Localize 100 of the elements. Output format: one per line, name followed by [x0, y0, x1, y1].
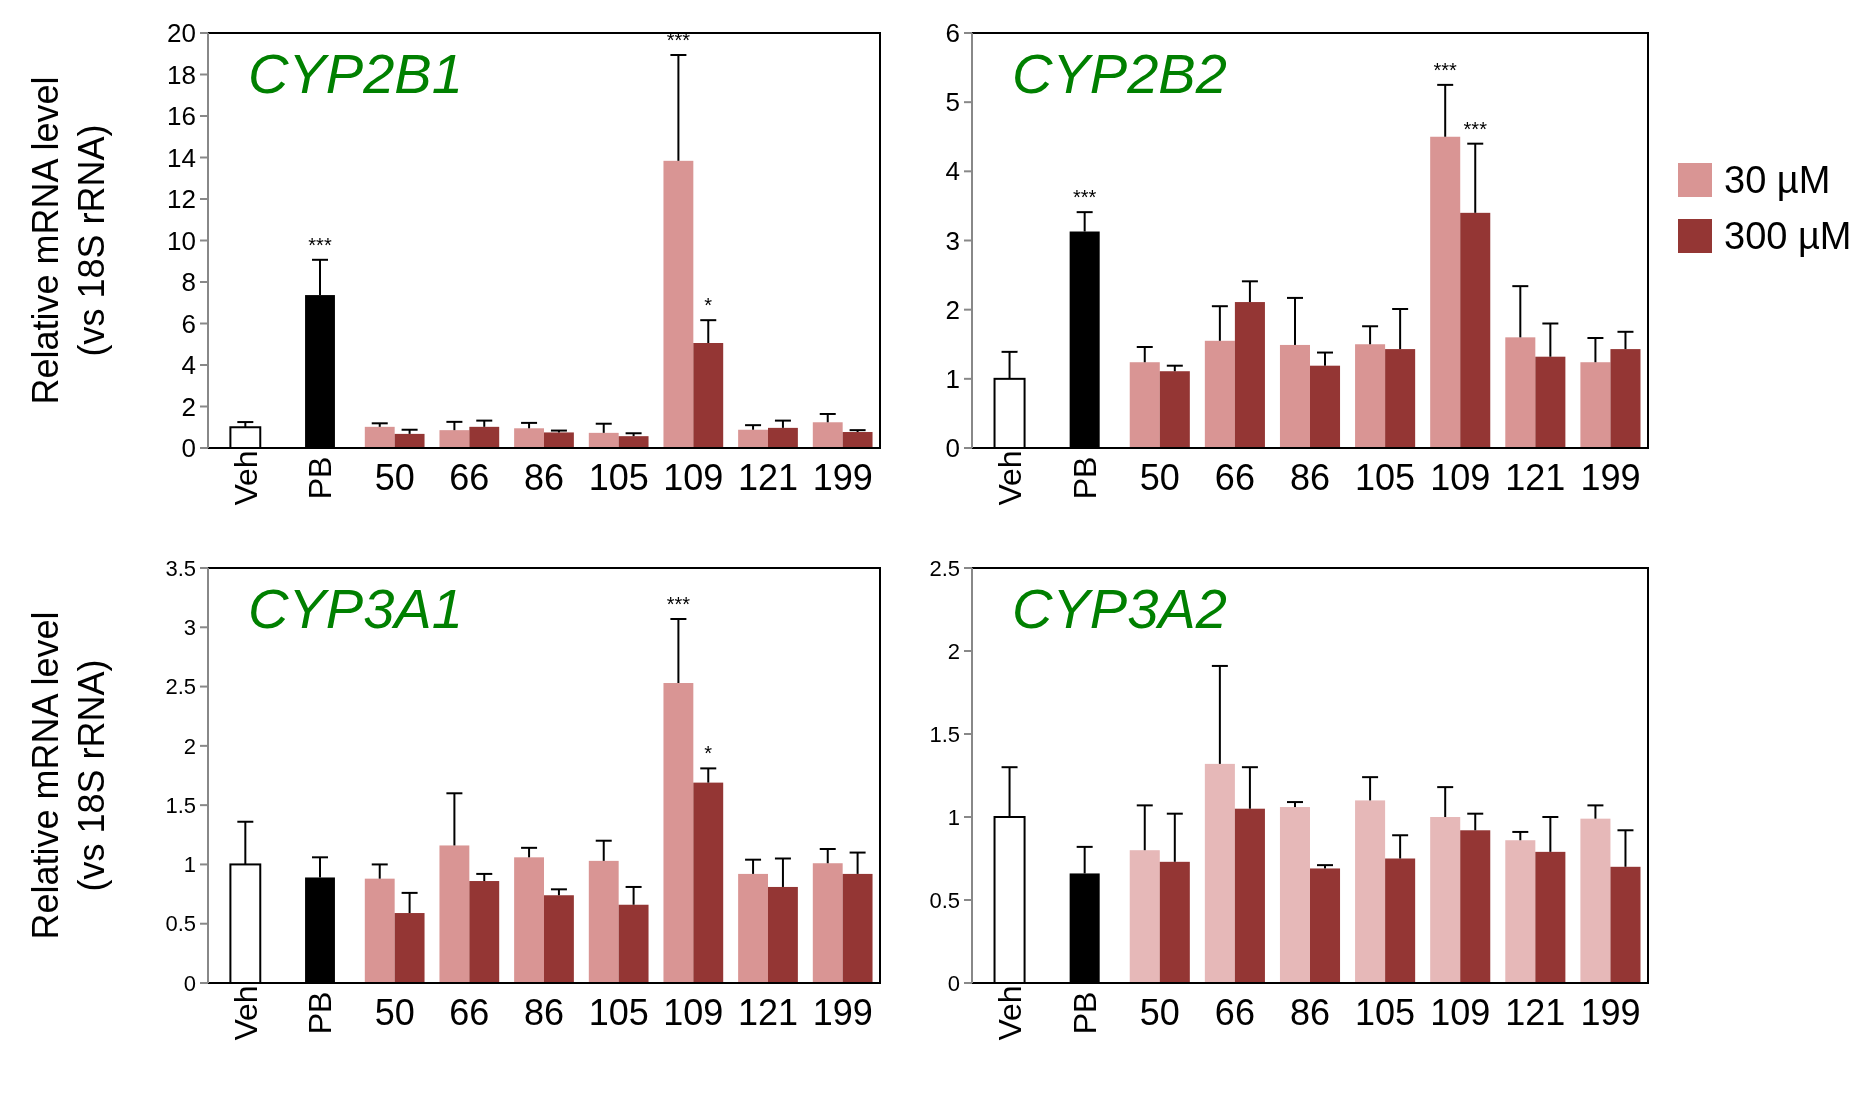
y-tick-label: 20	[167, 18, 196, 49]
bar	[663, 683, 694, 983]
x-tick-label: 86	[523, 457, 565, 498]
bar	[1204, 340, 1235, 448]
bar	[1385, 858, 1416, 983]
y-tick-label: 2.5	[929, 555, 960, 581]
bar	[1460, 212, 1491, 448]
bar	[842, 873, 873, 983]
x-tick-label: 50	[374, 457, 415, 498]
y-tick-label: 1	[183, 852, 196, 878]
y-axis-title: Relative mRNA level (vs 18S rRNA)	[25, 611, 112, 940]
annotation: *	[704, 742, 713, 765]
x-tick-label: PB	[302, 991, 339, 1035]
x-tick-label: 105	[588, 992, 649, 1033]
bar	[514, 857, 544, 983]
chart-title: CYP3A1	[248, 577, 463, 640]
bar	[1234, 302, 1265, 448]
y-tick-label: 0	[183, 970, 196, 996]
bar	[1159, 371, 1190, 448]
y-tick-label: 4	[181, 350, 196, 381]
bar	[1355, 800, 1386, 983]
y-tick-label: 3.5	[165, 555, 196, 581]
x-tick-label: 199	[1580, 992, 1641, 1033]
bar	[812, 422, 843, 448]
bar	[439, 845, 470, 983]
x-tick-label: 66	[1214, 992, 1255, 1033]
y-tick-label: 6	[181, 308, 196, 339]
bar	[1580, 818, 1611, 983]
bar	[1505, 840, 1536, 983]
bar	[1580, 362, 1611, 448]
x-tick-label: 109	[663, 992, 724, 1033]
x-tick-label: 66	[449, 457, 490, 498]
x-tick-label: 199	[812, 992, 873, 1033]
bar	[1310, 868, 1341, 983]
bar	[1460, 830, 1491, 983]
bar	[1310, 365, 1341, 448]
x-tick-label: PB	[1066, 456, 1103, 500]
bar	[588, 860, 619, 983]
x-tick-label: 86	[523, 992, 565, 1033]
y-tick-label: 18	[167, 59, 196, 90]
bar	[663, 160, 694, 448]
y-tick-label: 4	[945, 156, 960, 187]
chart-title: CYP3A2	[1012, 577, 1227, 640]
bar	[544, 432, 574, 448]
bar	[1385, 349, 1416, 448]
x-tick-label: PB	[1066, 991, 1103, 1035]
bar	[514, 428, 544, 448]
bar	[1234, 808, 1265, 983]
x-tick-label: Veh	[991, 985, 1028, 1041]
x-tick-label: 105	[1355, 457, 1416, 498]
y-tick-label: 12	[167, 184, 196, 215]
bar	[1505, 337, 1536, 448]
x-tick-label: 121	[1505, 992, 1566, 1033]
bar	[1279, 807, 1310, 983]
bar	[1535, 356, 1566, 448]
y-tick-label: 1	[945, 363, 960, 394]
x-tick-label: 109	[1430, 457, 1491, 498]
bar	[768, 427, 798, 448]
bar	[618, 436, 649, 448]
x-tick-label: 86	[1289, 457, 1331, 498]
chart-title: CYP2B2	[1012, 42, 1227, 105]
annotation: ***	[308, 233, 332, 256]
bar	[842, 432, 873, 448]
x-tick-label: 66	[449, 992, 490, 1033]
annotation: ***	[666, 592, 691, 615]
y-axis-title: Relative mRNA level (vs 18S rRNA)	[25, 76, 112, 405]
annotation: ***	[1072, 186, 1097, 209]
y-tick-label: 2	[947, 638, 960, 664]
bar	[768, 886, 798, 983]
bar	[1129, 362, 1160, 448]
x-tick-label: 105	[588, 457, 649, 498]
y-tick-label: 10	[167, 225, 196, 256]
bar	[469, 426, 500, 448]
x-tick-label: 50	[1139, 457, 1180, 498]
y-tick-label: 8	[181, 267, 196, 298]
y-tick-label: 2.5	[165, 674, 196, 700]
y-tick-label: 14	[167, 142, 196, 173]
y-tick-label: 1.5	[165, 792, 196, 818]
bar	[1204, 763, 1235, 983]
bar	[618, 904, 649, 983]
bar	[394, 433, 425, 448]
y-tick-label: 16	[167, 101, 196, 132]
bar	[1610, 866, 1641, 983]
bar	[1535, 851, 1566, 983]
x-tick-label: 50	[1139, 992, 1180, 1033]
x-tick-label: 199	[1580, 457, 1641, 498]
bar	[693, 782, 724, 983]
bar	[544, 895, 574, 983]
bar	[812, 863, 843, 983]
annotation: ***	[1463, 117, 1488, 140]
x-tick-label: PB	[302, 456, 339, 500]
bar	[394, 913, 425, 983]
x-tick-label: Veh	[227, 985, 264, 1041]
x-tick-label: Veh	[991, 450, 1028, 506]
x-tick-label: Veh	[227, 450, 264, 506]
bar	[1430, 817, 1461, 983]
chart-title: CYP2B1	[248, 42, 463, 105]
x-tick-label: 199	[812, 457, 873, 498]
legend-label: 300 µM	[1724, 215, 1852, 258]
y-tick-label: 1.5	[929, 721, 960, 747]
